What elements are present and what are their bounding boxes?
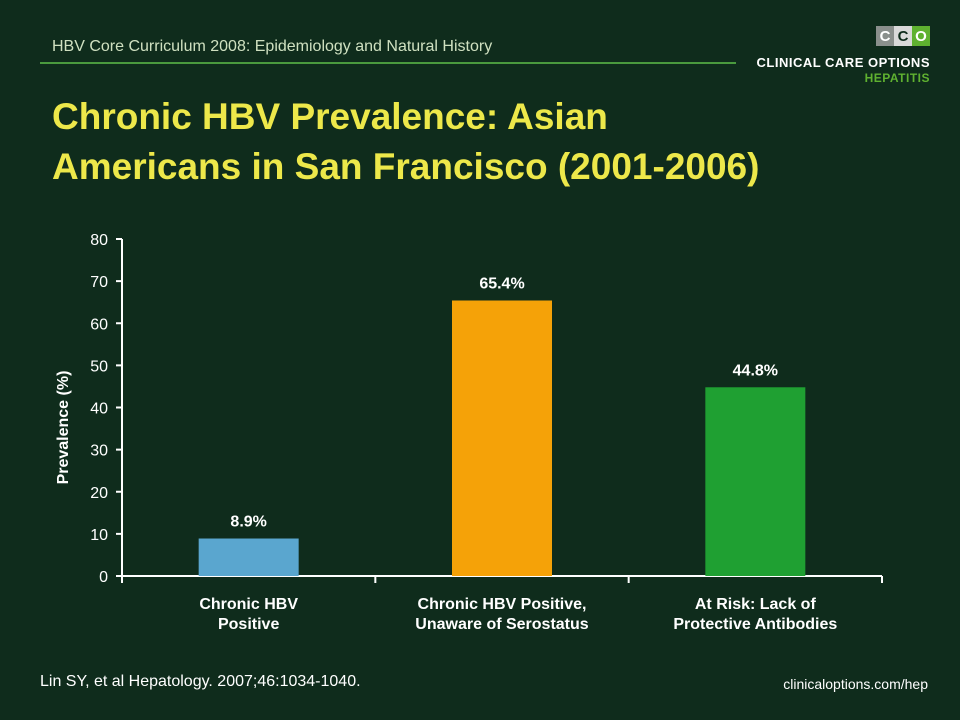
y-axis-title: Prevalence (%) bbox=[55, 371, 72, 485]
y-tick-label: 50 bbox=[90, 358, 108, 375]
logo-letter-boxes: C C O bbox=[876, 26, 930, 46]
y-tick-label: 60 bbox=[90, 316, 108, 333]
logo-wordmark: CLINICAL CARE OPTIONS bbox=[756, 55, 930, 70]
y-tick-label: 70 bbox=[90, 274, 108, 291]
logo-letter-3: O bbox=[912, 26, 930, 46]
bar-2 bbox=[452, 300, 552, 576]
website-url: clinicaloptions.com/hep bbox=[783, 676, 928, 692]
category-label-3: Protective Antibodies bbox=[673, 616, 837, 633]
logo-letter-1: C bbox=[876, 26, 894, 46]
category-label-1: Chronic HBV bbox=[199, 596, 298, 613]
y-tick-label: 20 bbox=[90, 485, 108, 502]
data-label-3: 44.8% bbox=[733, 362, 778, 379]
slide-title-line-1: Chronic HBV Prevalence: Asian bbox=[52, 96, 608, 137]
y-tick-label: 10 bbox=[90, 527, 108, 544]
category-label-3: At Risk: Lack of bbox=[695, 596, 817, 613]
slide-title-line-2: Americans in San Francisco (2001-2006) bbox=[52, 146, 760, 187]
bar-3 bbox=[705, 387, 806, 576]
slide-title: Chronic HBV Prevalence: Asian Americans … bbox=[52, 92, 932, 192]
data-label-2: 65.4% bbox=[479, 276, 524, 293]
y-tick-label: 80 bbox=[90, 232, 108, 249]
y-tick-label: 30 bbox=[90, 443, 108, 460]
citation: Lin SY, et al Hepatology. 2007;46:1034-1… bbox=[40, 673, 361, 690]
clinical-care-options-logo: C C O CLINICAL CARE OPTIONS HEPATITIS bbox=[757, 26, 930, 90]
data-label-1: 8.9% bbox=[230, 514, 266, 531]
y-tick-label: 40 bbox=[90, 401, 108, 418]
category-label-2: Chronic HBV Positive, bbox=[418, 596, 587, 613]
category-label-1: Positive bbox=[218, 616, 279, 633]
logo-letter-2: C bbox=[894, 26, 912, 46]
category-label-2: Unaware of Serostatus bbox=[415, 616, 588, 633]
bar-1 bbox=[198, 538, 299, 576]
y-tick-label: 0 bbox=[99, 569, 108, 586]
logo-subtitle: HEPATITIS bbox=[864, 71, 930, 85]
header-divider bbox=[40, 62, 736, 64]
course-title: HBV Core Curriculum 2008: Epidemiology a… bbox=[52, 38, 493, 55]
